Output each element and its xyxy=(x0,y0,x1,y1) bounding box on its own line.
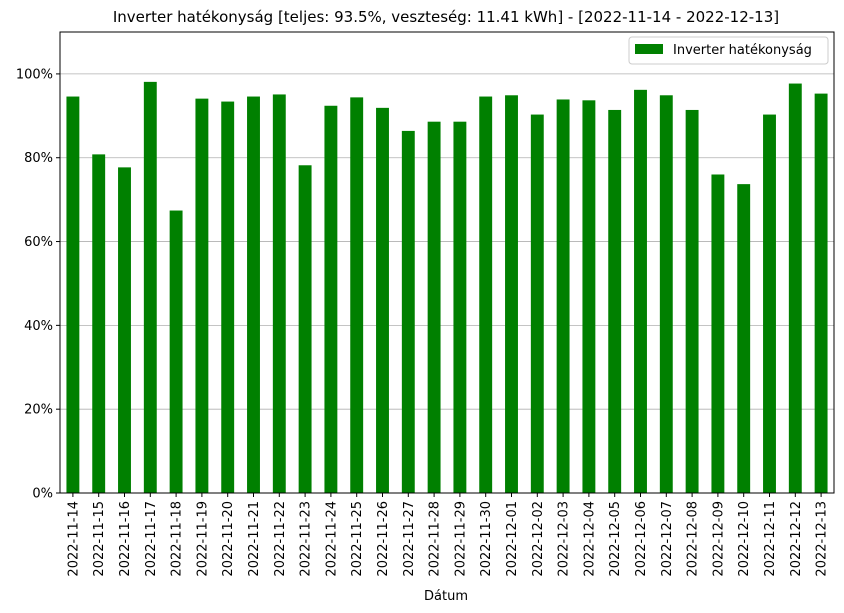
bar xyxy=(634,89,647,494)
x-tick-label: 2022-11-14 xyxy=(66,501,81,577)
x-tick-label: 2022-12-13 xyxy=(815,501,830,577)
x-tick-label: 2022-12-12 xyxy=(789,501,804,577)
x-tick-label: 2022-11-23 xyxy=(299,501,314,577)
x-tick-label: 2022-11-28 xyxy=(428,501,443,577)
legend: Inverter hatékonyság xyxy=(628,36,829,65)
legend-label: Inverter hatékonyság xyxy=(673,43,812,58)
x-tick-label: 2022-11-22 xyxy=(273,501,288,577)
x-tick-label: 2022-12-03 xyxy=(557,501,572,577)
bar xyxy=(66,96,80,493)
x-tick-label: 2022-11-30 xyxy=(479,501,494,577)
bar xyxy=(814,93,828,494)
bar xyxy=(479,96,493,493)
bars xyxy=(66,81,828,494)
x-tick-label: 2022-12-11 xyxy=(763,501,778,577)
bar xyxy=(556,99,570,493)
x-tick-label: 2022-12-05 xyxy=(608,501,623,577)
bar xyxy=(247,96,260,493)
bar xyxy=(763,114,776,493)
plot-frame xyxy=(59,31,835,494)
bar xyxy=(143,81,157,493)
x-tick-label: 2022-11-15 xyxy=(92,501,107,577)
x-tick-label: 2022-12-08 xyxy=(686,501,701,577)
x-tick-label: 2022-11-26 xyxy=(376,501,391,577)
legend-box xyxy=(628,36,829,65)
y-tick-label: 80% xyxy=(24,151,53,166)
bar xyxy=(221,101,235,493)
x-tick-label: 2022-12-06 xyxy=(634,501,649,577)
bar xyxy=(711,174,725,493)
bar xyxy=(582,100,596,493)
x-tick-label: 2022-12-01 xyxy=(505,501,520,577)
bar xyxy=(788,83,802,493)
bar xyxy=(324,105,338,493)
x-tick-label: 2022-11-16 xyxy=(118,501,133,577)
x-tick-label: 2022-12-10 xyxy=(737,501,752,577)
x-tick-label: 2022-12-02 xyxy=(531,501,546,577)
bar xyxy=(298,165,312,493)
bar xyxy=(505,95,518,494)
x-axis-label: Dátum xyxy=(424,589,468,604)
chart-title: Inverter hatékonyság [teljes: 93.5%, ves… xyxy=(113,8,779,26)
x-tick-label: 2022-12-04 xyxy=(582,501,597,577)
x-tick-label: 2022-11-19 xyxy=(195,501,210,577)
bar xyxy=(92,154,106,493)
bar xyxy=(453,121,467,493)
x-tick-label: 2022-11-27 xyxy=(402,501,417,577)
x-axis: 2022-11-14 2022-11-15 2022-11-16 2022-11-17… xyxy=(66,493,830,577)
x-tick-label: 2022-12-09 xyxy=(711,501,726,577)
bar xyxy=(350,97,364,494)
y-tick-label: 0% xyxy=(32,487,53,502)
x-tick-label: 2022-11-24 xyxy=(324,501,339,577)
bar xyxy=(195,98,209,494)
y-tick-label: 40% xyxy=(24,319,53,334)
x-tick-label: 2022-11-21 xyxy=(247,501,262,577)
y-tick-label: 20% xyxy=(24,403,53,418)
x-tick-label: 2022-11-17 xyxy=(144,501,159,577)
bar xyxy=(659,95,673,494)
bar xyxy=(737,184,751,493)
bar xyxy=(401,130,415,493)
bar xyxy=(272,94,286,493)
x-tick-label: 2022-11-25 xyxy=(350,501,365,577)
x-tick-label: 2022-11-29 xyxy=(453,501,468,577)
y-axis: 0% 20% 40% 60% 80% 100% xyxy=(16,67,60,502)
x-tick-label: 2022-12-07 xyxy=(660,501,675,577)
bar xyxy=(685,109,699,493)
bar xyxy=(118,167,131,493)
bar xyxy=(530,114,544,493)
y-tick-label: 100% xyxy=(16,67,53,82)
y-tick-label: 60% xyxy=(24,235,53,250)
x-tick-label: 2022-11-18 xyxy=(170,501,185,577)
x-tick-label: 2022-11-20 xyxy=(221,501,236,577)
bar xyxy=(169,210,183,494)
bar xyxy=(608,109,622,493)
bar xyxy=(376,107,389,493)
bar xyxy=(427,121,441,493)
legend-swatch xyxy=(635,44,663,54)
